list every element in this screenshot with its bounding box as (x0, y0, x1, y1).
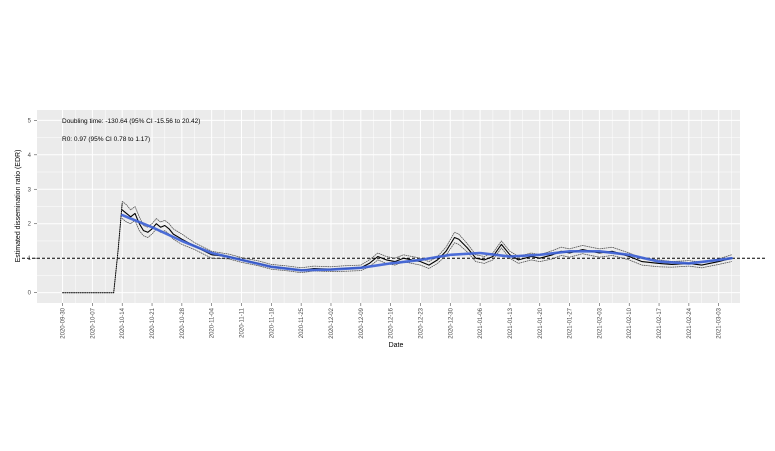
x-tick-label: 2021-01-06 (478, 307, 484, 338)
x-tick-label: 2020-10-14 (120, 307, 126, 338)
x-tick-label: 2020-11-04 (210, 307, 216, 338)
doubling-time-annotation: Doubling time: -130.64 (95% CI -15.56 to… (62, 118, 200, 125)
series-line-blue-trend (120, 213, 733, 272)
x-tick-label: 2020-10-07 (90, 307, 96, 338)
x-tick-label: 2020-12-16 (389, 307, 395, 338)
x-tick-label: 2021-01-13 (508, 307, 514, 338)
r0-annotation: R0: 0.97 (95% CI 0.78 to 1.17) (62, 136, 150, 143)
series-line-black-solid (121, 209, 733, 271)
x-tick-label: 2020-12-09 (359, 307, 365, 338)
x-tick-label: 2020-10-28 (180, 307, 186, 338)
x-tick-label: 2021-03-03 (717, 307, 723, 338)
x-tick-label: 2021-01-20 (538, 307, 544, 338)
x-tick-label: 2020-10-21 (150, 307, 156, 338)
x-tick-label: 2020-11-18 (269, 307, 275, 338)
y-tick-label: 1 (28, 256, 32, 262)
x-axis-title: Date (389, 342, 404, 349)
x-tick-label: 2021-01-27 (568, 307, 574, 338)
series-layer (62, 200, 733, 294)
grid (37, 110, 740, 303)
x-tick-label: 2020-12-02 (329, 307, 335, 338)
x-tick-label: 2020-11-25 (299, 307, 305, 338)
series-line-dotted-early (62, 202, 123, 294)
x-tick-label: 2020-11-11 (240, 307, 246, 337)
x-tick-label: 2021-02-10 (627, 307, 633, 338)
series-line-dotted-upper-ci (121, 200, 732, 269)
y-axis-title: Estimated dissemination ratio (EDR) (15, 150, 22, 263)
y-tick-label: 3 (28, 187, 32, 193)
y-axis: 0 1 2 3 4 5 (28, 118, 37, 297)
x-tick-label: 2021-02-24 (687, 307, 693, 338)
x-tick-label: 2021-02-17 (657, 307, 663, 338)
y-tick-label: 0 (28, 291, 32, 297)
x-tick-label: 2021-02-03 (597, 307, 603, 338)
y-tick-label: 2 (28, 222, 32, 228)
x-tick-label: 2020-09-30 (61, 307, 67, 338)
x-tick-label: 2020-12-23 (418, 307, 424, 338)
x-tick-label: 2020-12-30 (448, 307, 454, 338)
y-tick-label: 4 (28, 153, 32, 159)
x-axis: 2020-09-30 2020-10-07 2020-10-14 2020-10-21… (61, 303, 723, 339)
y-tick-label: 5 (28, 118, 32, 124)
